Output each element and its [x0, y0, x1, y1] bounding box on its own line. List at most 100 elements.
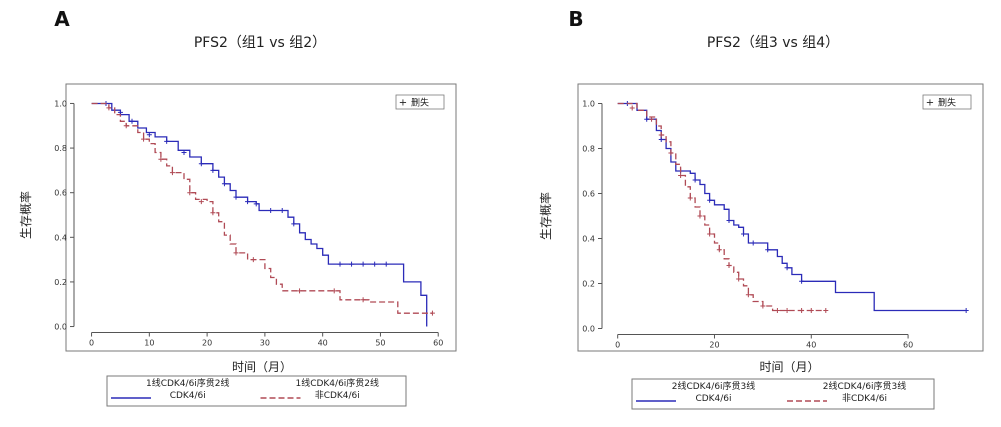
- inset-legend-box: [922, 94, 972, 110]
- censor-mark: [372, 261, 378, 267]
- chart-title: PFS2（组3 vs 组4）: [707, 35, 839, 51]
- y-tick-label: 0.8: [54, 144, 67, 153]
- censor-mark: [658, 137, 664, 142]
- censor-mark: [233, 194, 239, 200]
- censor-mark: [741, 231, 747, 237]
- censor-mark: [106, 105, 112, 111]
- y-tick-label: 0.4: [582, 235, 595, 244]
- censor-mark: [799, 308, 805, 313]
- censor-mark: [146, 132, 152, 138]
- censor-mark: [141, 136, 147, 142]
- censor-mark: [799, 278, 805, 284]
- censor-mark: [736, 276, 742, 282]
- km-curve-series-1: [617, 102, 967, 312]
- censor-mark: [784, 308, 790, 313]
- km-curve-series-2: [91, 102, 433, 314]
- censor-legend-label: 删失: [938, 97, 956, 109]
- censor-mark: [823, 308, 829, 313]
- censor-mark: [750, 240, 756, 246]
- y-tick-label: 0.0: [582, 325, 595, 334]
- censor-mark: [963, 308, 969, 313]
- censor-mark: [760, 303, 766, 309]
- legend-label-series-1: 2线CDK4/6i序贯3线 CDK4/6i: [672, 380, 756, 404]
- legend-label-series-1: 1线CDK4/6i序贯2线 CDK4/6i: [146, 377, 230, 401]
- censor-mark: [678, 173, 684, 178]
- censor-mark: [187, 190, 193, 196]
- x-tick-label: 20: [709, 341, 719, 350]
- censor-mark: [668, 150, 674, 156]
- x-tick-label: 40: [318, 339, 328, 348]
- y-tick-label: 1.0: [582, 100, 595, 109]
- x-tick-label: 10: [144, 339, 154, 348]
- censor-mark: [644, 116, 650, 122]
- censor-mark: [169, 170, 175, 176]
- y-tick-label: 0.6: [54, 189, 67, 198]
- y-tick-label: 1.0: [54, 99, 67, 108]
- censor-mark: [716, 247, 722, 253]
- chart-panel-b: B PFS2（组3 vs 组4） 0.0 0.2 0.4 0.6 0.8 1.0 生存概率 0 20…: [538, 7, 984, 410]
- censor-mark: [692, 177, 698, 183]
- censor-mark: [250, 257, 256, 263]
- x-tick-label: 60: [903, 341, 913, 350]
- censor-mark: [123, 123, 129, 129]
- censor-mark: [360, 261, 366, 267]
- censor-mark: [297, 288, 303, 294]
- x-tick-label: 20: [202, 339, 212, 348]
- censor-mark: [774, 308, 780, 313]
- y-tick-label: 0.2: [54, 278, 67, 287]
- series-legend-box: [106, 375, 407, 407]
- censor-mark: [164, 138, 170, 144]
- x-axis-label: 时间（月）: [759, 360, 819, 374]
- x-tick-label: 0: [615, 341, 620, 350]
- chart-title: PFS2（组1 vs 组2）: [194, 35, 326, 51]
- x-tick-label: 50: [375, 339, 385, 348]
- censor-mark: [658, 132, 664, 138]
- censor-mark: [253, 201, 259, 207]
- censor-mark: [279, 208, 285, 214]
- censor-mark: [687, 195, 693, 201]
- censor-mark: [360, 297, 366, 303]
- y-axis-label: 生存概率: [538, 192, 553, 240]
- censor-mark: [808, 308, 814, 313]
- censor-mark: [383, 261, 389, 267]
- censor-legend-symbol: +: [926, 98, 934, 109]
- km-curve-series-2: [617, 102, 826, 312]
- censor-mark: [210, 167, 216, 173]
- censor-mark: [349, 261, 355, 267]
- panel-label: A: [54, 7, 70, 31]
- censor-mark: [129, 118, 135, 124]
- censor-legend-symbol: +: [399, 98, 407, 109]
- y-tick-label: 0.6: [582, 190, 595, 199]
- legend-label-series-2: 1线CDK4/6i序贯2线非CDK4/6i: [295, 377, 379, 401]
- series-legend-box: [631, 378, 935, 410]
- x-tick-label: 60: [433, 339, 443, 348]
- censor-mark: [331, 288, 337, 294]
- y-axis-label: 生存概率: [18, 191, 33, 239]
- censor-mark: [337, 261, 343, 267]
- censor-mark: [198, 199, 204, 205]
- censor-legend-label: 删失: [411, 97, 429, 109]
- censor-mark: [245, 199, 251, 205]
- censor-mark: [233, 250, 239, 256]
- censor-mark: [649, 116, 655, 122]
- legend-label-series-2: 2线CDK4/6i序贯3线非CDK4/6i: [823, 380, 907, 404]
- censor-mark: [745, 292, 751, 298]
- censor-mark: [429, 310, 435, 316]
- censor-mark: [291, 221, 297, 227]
- censor-mark: [726, 218, 732, 223]
- y-tick-label: 0.2: [582, 280, 595, 289]
- y-tick-label: 0.4: [54, 233, 67, 242]
- censor-mark: [181, 150, 187, 156]
- y-tick-label: 0.0: [54, 323, 67, 332]
- censor-mark: [198, 161, 204, 167]
- plot-frame: [577, 83, 984, 352]
- censor-mark: [221, 181, 227, 187]
- censor-mark: [726, 263, 732, 268]
- censor-mark: [268, 208, 274, 214]
- x-tick-label: 0: [89, 339, 94, 348]
- censor-mark: [707, 231, 713, 237]
- x-tick-label: 30: [260, 339, 270, 348]
- plot-frame: [65, 83, 457, 352]
- censor-mark: [765, 247, 771, 253]
